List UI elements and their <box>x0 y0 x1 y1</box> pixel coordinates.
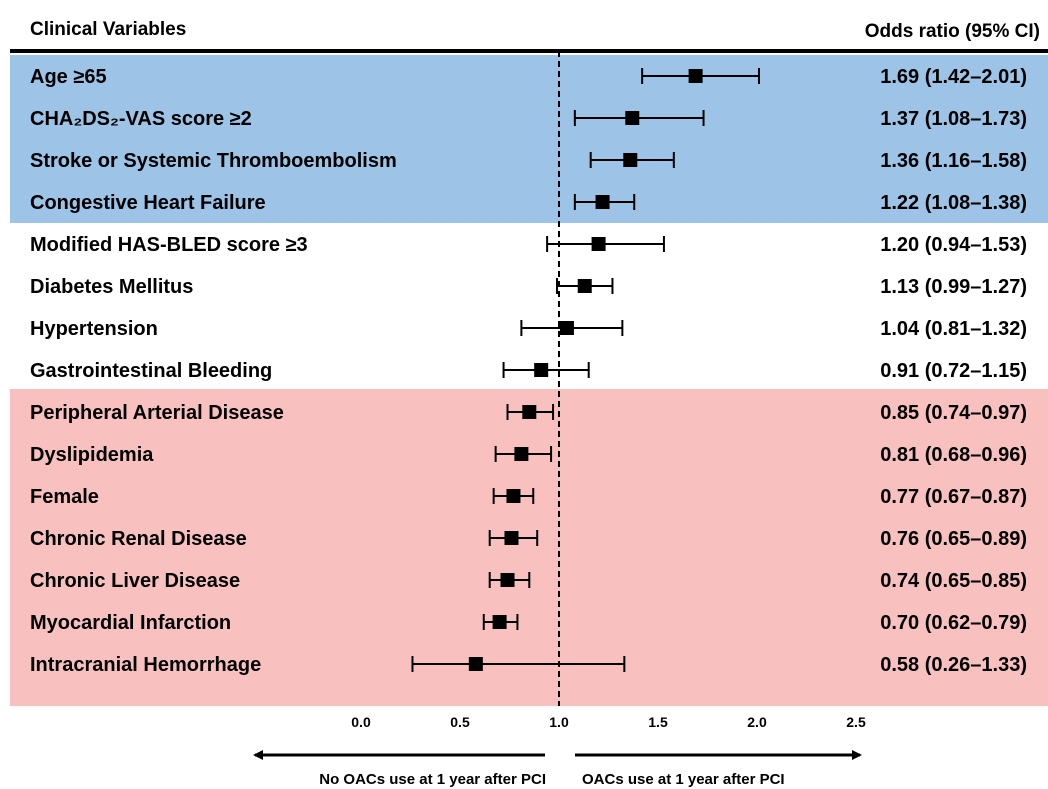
row-label: Intracranial Hemorrhage <box>30 654 261 676</box>
x-tick-label: 2.5 <box>846 714 866 730</box>
odds-ratio-label: 1.22 (1.08–1.38) <box>880 192 1027 214</box>
x-tick-label: 1.5 <box>648 714 668 730</box>
forest-row: Age ≥65 1.69 (1.42–2.01) <box>30 66 1027 88</box>
row-label: Female <box>30 486 99 508</box>
odds-ratio-label: 0.74 (0.65–0.85) <box>880 570 1027 592</box>
forest-row: Chronic Liver Disease 0.74 (0.65–0.85) <box>30 570 1027 592</box>
row-label: Chronic Renal Disease <box>30 528 247 550</box>
row-label: CHA₂DS₂-VAS score ≥2 <box>30 108 252 130</box>
left-arrow-label: No OACs use at 1 year after PCI <box>319 771 546 788</box>
forest-row: Modified HAS-BLED score ≥3 1.20 (0.94–1.5… <box>30 234 1027 256</box>
row-label: Chronic Liver Disease <box>30 570 240 592</box>
x-tick-label: 2.0 <box>747 714 767 730</box>
point-estimate <box>577 279 592 293</box>
forest-row: Hypertension 1.04 (0.81–1.32) <box>30 318 1027 340</box>
forest-row: Chronic Renal Disease 0.76 (0.65–0.89) <box>30 528 1027 550</box>
row-label: Dyslipidemia <box>30 444 154 466</box>
row-label: Congestive Heart Failure <box>30 192 266 214</box>
row-label: Stroke or Systemic Thromboembolism <box>30 150 397 172</box>
forest-row: Diabetes Mellitus 1.13 (0.99–1.27) <box>30 276 1027 298</box>
point-estimate <box>468 657 483 671</box>
row-label: Myocardial Infarction <box>30 612 231 634</box>
odds-ratio-label: 1.20 (0.94–1.53) <box>880 234 1027 256</box>
point-estimate <box>522 405 537 419</box>
forest-row: CHA₂DS₂-VAS score ≥2 1.37 (1.08–1.73) <box>30 108 1027 130</box>
point-estimate <box>504 531 519 545</box>
odds-ratio-label: 1.36 (1.16–1.58) <box>880 150 1027 172</box>
point-estimate <box>688 69 703 83</box>
point-estimate <box>591 237 606 251</box>
row-label: Hypertension <box>30 318 158 340</box>
forest-row: Intracranial Hemorrhage 0.58 (0.26–1.33) <box>30 654 1027 676</box>
right-arrow-label: OACs use at 1 year after PCI <box>582 771 785 788</box>
rows-layer: Age ≥65 1.69 (1.42–2.01) CHA₂DS₂-VAS score… <box>30 66 1027 676</box>
odds-ratio-label: 0.91 (0.72–1.15) <box>880 360 1027 382</box>
x-tick-label: 1.0 <box>549 714 569 730</box>
odds-ratio-label: 1.04 (0.81–1.32) <box>880 318 1027 340</box>
row-label: Gastrointestinal Bleeding <box>30 360 272 382</box>
band-layer <box>10 55 1048 706</box>
point-estimate <box>492 615 507 629</box>
point-estimate <box>559 321 574 335</box>
odds-ratio-label: 1.13 (0.99–1.27) <box>880 276 1027 298</box>
row-label: Age ≥65 <box>30 66 107 88</box>
forest-row: Stroke or Systemic Thromboembolism 1.36 (… <box>30 150 1027 172</box>
row-label: Peripheral Arterial Disease <box>30 402 284 424</box>
forest-row: Dyslipidemia 0.81 (0.68–0.96) <box>30 444 1027 466</box>
point-estimate <box>534 363 549 377</box>
positive-band <box>10 55 1048 223</box>
forest-row: Congestive Heart Failure 1.22 (1.08–1.38) <box>30 192 1027 214</box>
odds-ratio-label: 0.85 (0.74–0.97) <box>880 402 1027 424</box>
row-label: Diabetes Mellitus <box>30 276 193 298</box>
x-tick-label: 0.5 <box>450 714 470 730</box>
forest-row: Myocardial Infarction 0.70 (0.62–0.79) <box>30 612 1027 634</box>
odds-ratio-label: 0.70 (0.62–0.79) <box>880 612 1027 634</box>
odds-ratio-label: 0.81 (0.68–0.96) <box>880 444 1027 466</box>
x-axis: 0.0 0.5 1.0 1.5 2.0 2.5 <box>351 714 866 730</box>
point-estimate <box>506 489 521 503</box>
odds-ratio-label: 0.76 (0.65–0.89) <box>880 528 1027 550</box>
x-tick-label: 0.0 <box>351 714 371 730</box>
point-estimate <box>625 111 640 125</box>
point-estimate <box>514 447 529 461</box>
header-right: Odds ratio (95% CI) <box>865 21 1040 42</box>
odds-ratio-label: 0.58 (0.26–1.33) <box>880 654 1027 676</box>
point-estimate <box>500 573 515 587</box>
point-estimate <box>623 153 638 167</box>
point-estimate <box>595 195 610 209</box>
forest-row: Gastrointestinal Bleeding 0.91 (0.72–1.15… <box>30 360 1027 382</box>
header-left: Clinical Variables <box>30 19 186 40</box>
negative-band <box>10 389 1048 706</box>
forest-row: Female 0.77 (0.67–0.87) <box>30 486 1027 508</box>
forest-row: Peripheral Arterial Disease 0.85 (0.74–0.… <box>30 402 1027 424</box>
row-label: Modified HAS-BLED score ≥3 <box>30 234 308 256</box>
odds-ratio-label: 0.77 (0.67–0.87) <box>880 486 1027 508</box>
odds-ratio-label: 1.37 (1.08–1.73) <box>880 108 1027 130</box>
odds-ratio-label: 1.69 (1.42–2.01) <box>880 66 1027 88</box>
